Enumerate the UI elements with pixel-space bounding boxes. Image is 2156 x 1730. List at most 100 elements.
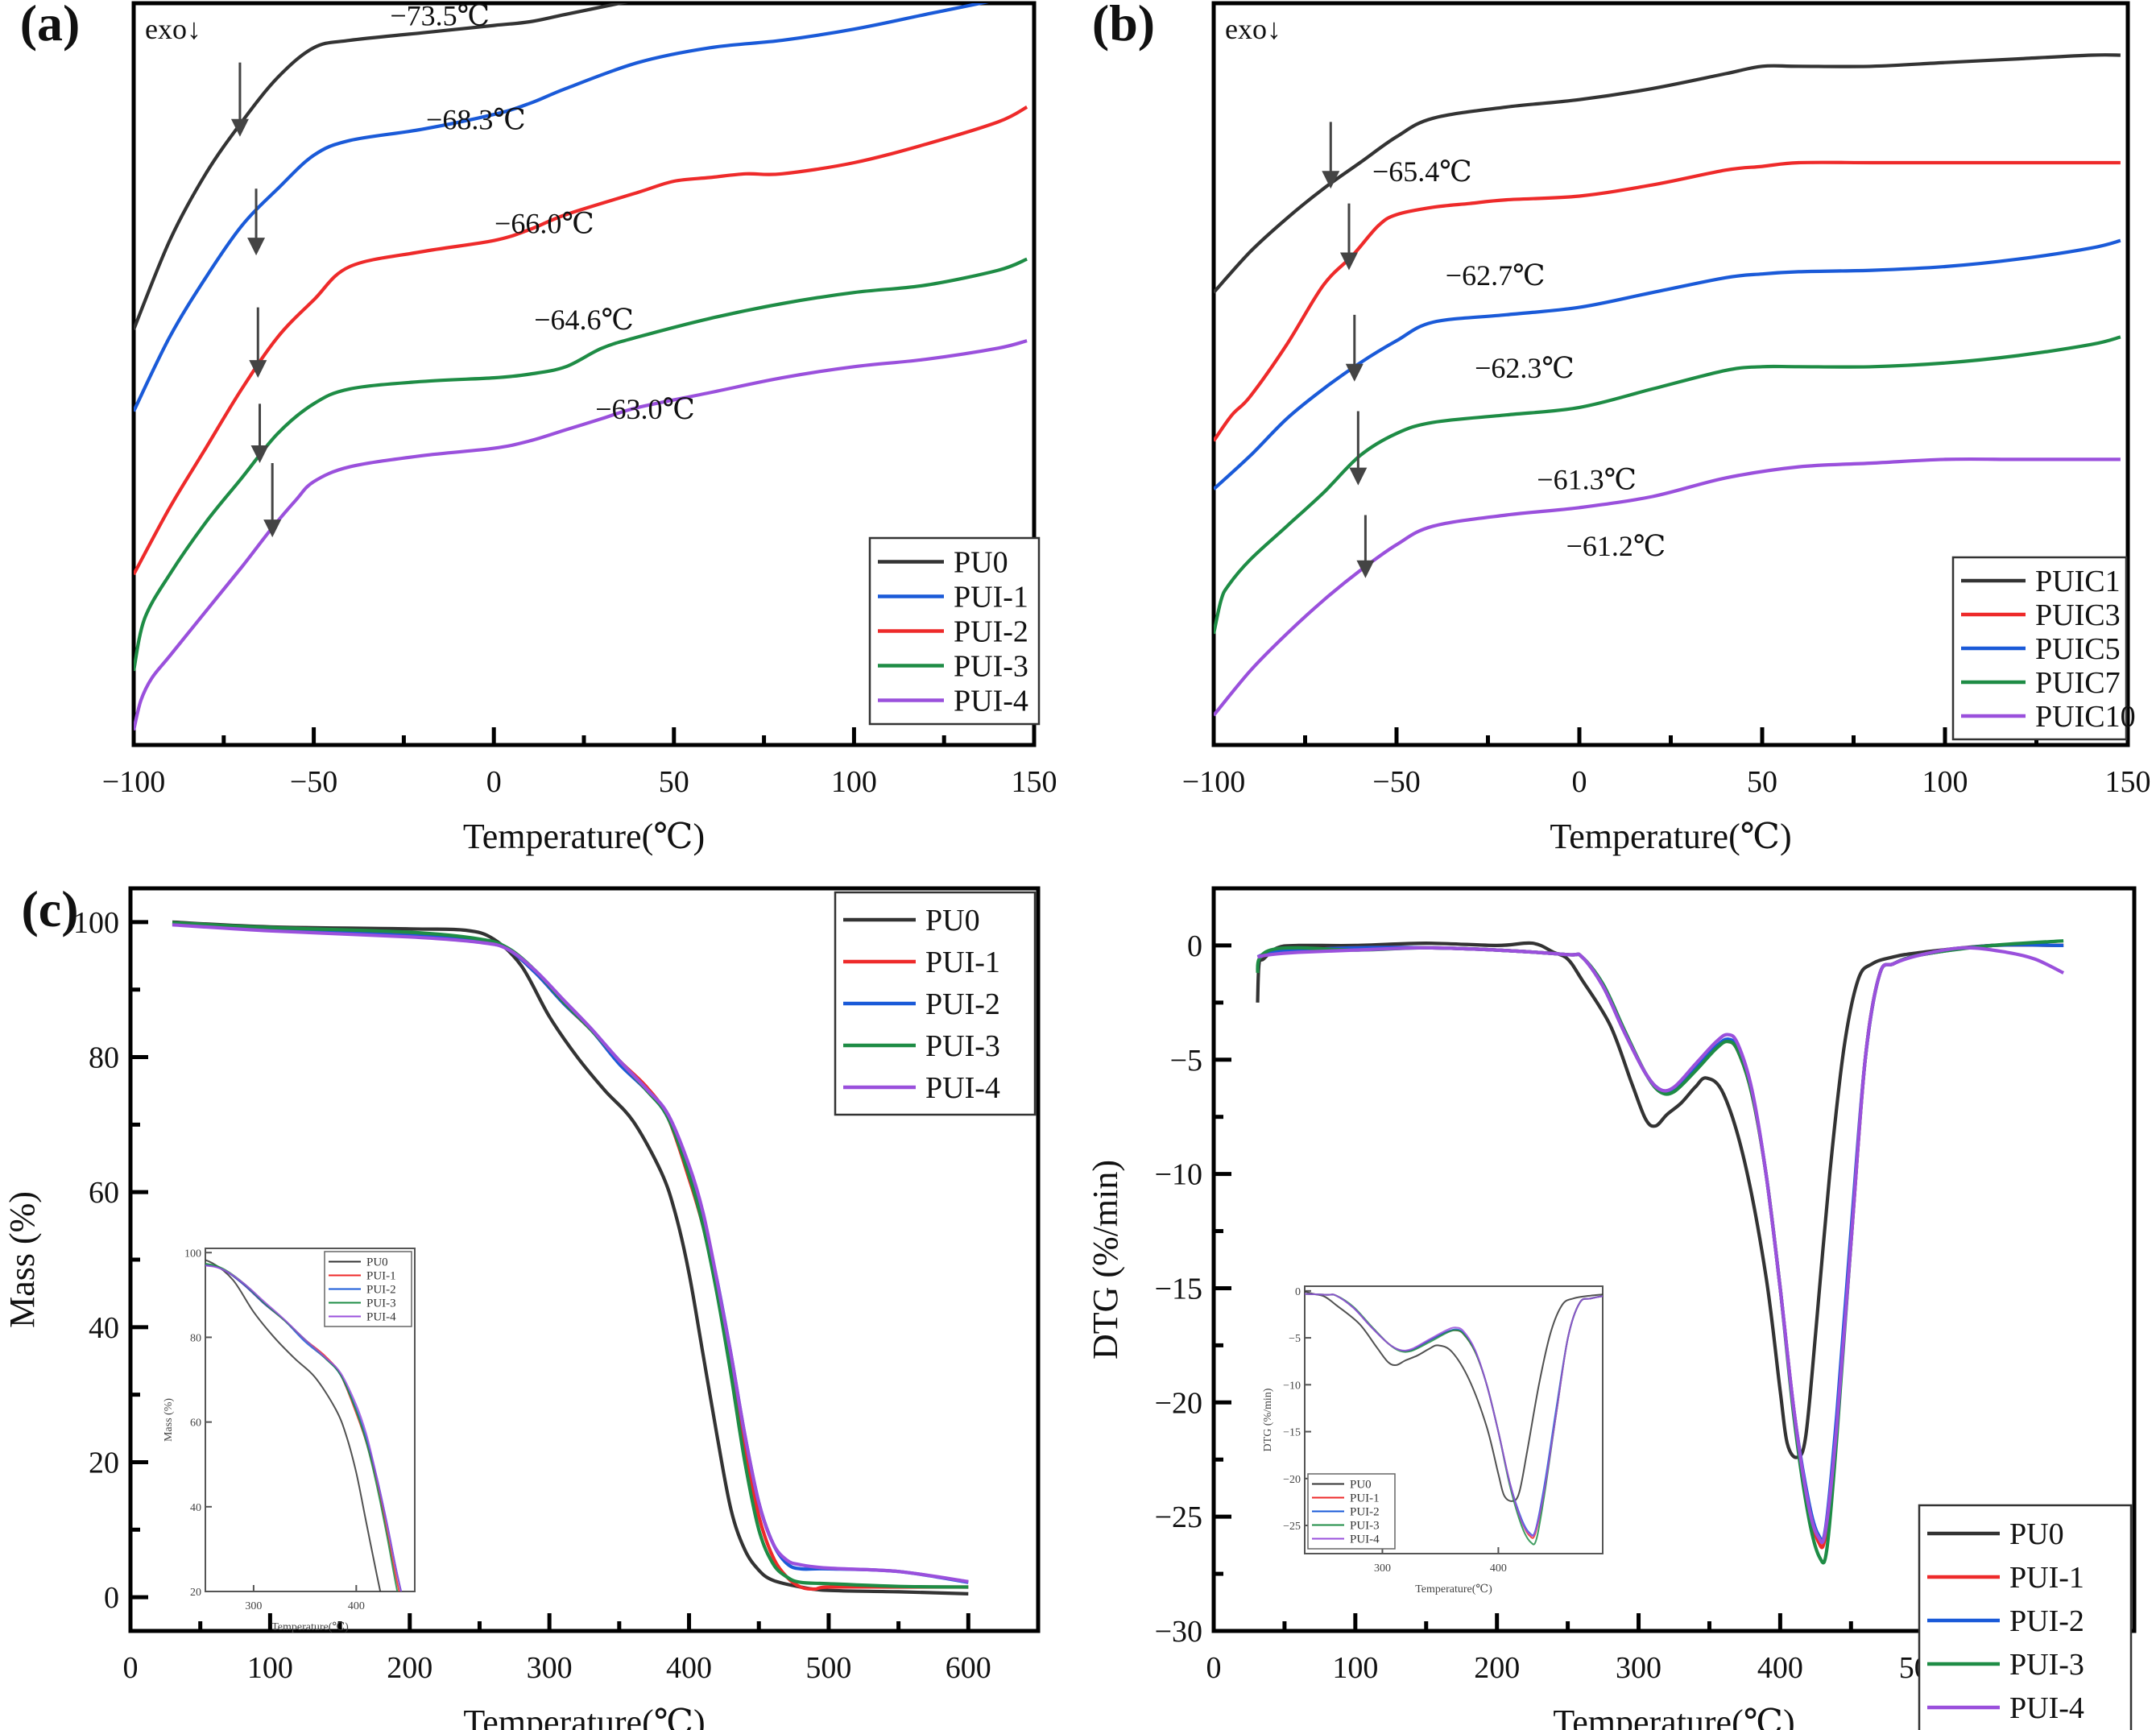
- series-line-pui-4: [1257, 946, 2065, 1545]
- series-line-puic5: [1214, 238, 2121, 490]
- y-tick-label: 20: [89, 1446, 119, 1480]
- inset-chart: 300 400 20 40 60 80 100 Temperature(℃) Mass (%) P…: [163, 1248, 416, 1633]
- legend-label: PUIC5: [2035, 632, 2121, 666]
- tg-arrow-head-icon: [1322, 171, 1340, 189]
- series-group: [1214, 53, 2121, 717]
- tg-arrow-head-icon: [1356, 560, 1375, 578]
- y-axis-title: DTG (%/min): [1086, 1160, 1125, 1360]
- y-tick-label: 60: [89, 1176, 119, 1210]
- panel-c-tga-mass: (c) 0 100 200 300 400 500 600 Temperature(℃) 0 20 4…: [2, 880, 1041, 1730]
- y-axis-title: Mass (%): [2, 1191, 42, 1328]
- y-tick-label: 40: [89, 1311, 119, 1345]
- tg-annotation: −65.4℃: [1372, 155, 1472, 188]
- tg-annotation: −61.2℃: [1566, 530, 1666, 562]
- x-tick-label: 400: [1757, 1651, 1803, 1685]
- tg-annotation: −66.0℃: [495, 208, 594, 240]
- panel-label: (b): [1092, 0, 1155, 52]
- tg-arrow-head-icon: [247, 238, 266, 256]
- x-tick-label: 300: [527, 1651, 573, 1685]
- x-tick-label: −100: [1182, 765, 1245, 799]
- tg-annotation: −64.6℃: [534, 304, 634, 336]
- tg-annotation: −73.5℃: [390, 0, 490, 32]
- y-tick-label: 80: [89, 1041, 119, 1075]
- inset-y-tick-label: −10: [1283, 1380, 1301, 1392]
- panel-a-dsc-pui: (a) exo↓ −100 −50 0 50 100 150 Temperature(℃) −73…: [20, 0, 1057, 856]
- inset-y-axis-title: DTG (%/min): [1262, 1388, 1274, 1451]
- legend-label: PUI-2: [954, 615, 1028, 649]
- x-axis-title: Temperature(℃): [463, 1703, 705, 1730]
- legend-label: PUI-2: [925, 987, 1000, 1021]
- x-tick-label: 50: [659, 765, 689, 799]
- inset-y-tick-label: −20: [1283, 1474, 1301, 1486]
- tg-arrow-head-icon: [263, 519, 282, 538]
- inset-series-line-pui-4: [1305, 1293, 1603, 1538]
- x-tick-label: 300: [1616, 1651, 1661, 1685]
- inset-series-group: [1305, 1290, 1603, 1546]
- inset-y-tick-label: 100: [184, 1248, 201, 1260]
- x-tick-label: 150: [2105, 765, 2151, 799]
- x-tick-label: 0: [1206, 1651, 1222, 1685]
- x-tick-label: 100: [1332, 1651, 1378, 1685]
- series-line-pu0: [172, 920, 969, 1595]
- inset-y-tick-label: 60: [190, 1418, 201, 1430]
- x-axis-title: Temperature(℃): [1553, 1703, 1794, 1730]
- inset-legend-label: PUI-4: [366, 1311, 396, 1324]
- x-tick-label: 400: [666, 1651, 712, 1685]
- inset-y-tick-label: 0: [1295, 1286, 1301, 1298]
- inset-x-axis-title: Temperature(℃): [271, 1621, 349, 1633]
- y-tick-label: −30: [1155, 1615, 1202, 1649]
- inset-legend-label: PUI-2: [1350, 1506, 1380, 1519]
- x-tick-label: 200: [387, 1651, 432, 1685]
- inset-y-tick-label: 40: [190, 1502, 201, 1514]
- legend-label: PU0: [925, 904, 980, 937]
- x-tick-label: −100: [102, 765, 165, 799]
- plot-frame: [1211, 886, 2137, 1633]
- x-tick-label: 0: [123, 1651, 139, 1685]
- legend-label: PUI-4: [925, 1071, 1000, 1105]
- series-group: [172, 920, 969, 1595]
- legend-label: PUI-3: [925, 1029, 1000, 1063]
- inset-series-line-pu0: [1305, 1290, 1603, 1502]
- tg-annotation: −63.0℃: [595, 393, 695, 425]
- inset-x-tick-label: 300: [245, 1600, 262, 1612]
- inset-chart: 300 400 −25 −20 −15 −10 −5 0 Temperature(℃) DTG (…: [1262, 1285, 1604, 1595]
- legend-label: PUIC7: [2035, 666, 2121, 700]
- inset-legend-label: PUI-1: [366, 1270, 396, 1283]
- x-tick-label: −50: [290, 765, 337, 799]
- series-line-puic1: [1214, 53, 2121, 294]
- x-axis-title: Temperature(℃): [463, 817, 705, 856]
- inset-legend-label: PUI-3: [1350, 1520, 1380, 1533]
- tg-arrow-head-icon: [1339, 252, 1358, 271]
- series-line-pui-4: [172, 923, 969, 1583]
- inset-x-tick-label: 400: [1490, 1562, 1507, 1575]
- series-line-puic7: [1214, 335, 2121, 635]
- series-group: [134, 3, 1028, 731]
- tg-arrow-head-icon: [1349, 467, 1368, 486]
- y-tick-label: 100: [73, 906, 119, 940]
- x-axis-title: Temperature(℃): [1550, 817, 1791, 856]
- inset-legend-label: PUI-4: [1350, 1533, 1380, 1546]
- inset-legend-label: PU0: [1350, 1479, 1372, 1492]
- panel-label: (c): [21, 880, 78, 937]
- series-line-pui-3: [172, 921, 969, 1589]
- legend-label: PUI-2: [2009, 1604, 2084, 1638]
- inset-y-tick-label: 80: [190, 1332, 201, 1344]
- legend-label: PUIC1: [2035, 565, 2121, 598]
- legend-label: PUI-1: [2009, 1561, 2084, 1595]
- tg-annotation: −62.3℃: [1475, 352, 1575, 384]
- x-tick-label: 200: [1474, 1651, 1520, 1685]
- legend-label: PUI-4: [954, 685, 1028, 718]
- exo-direction-note: exo↓: [145, 13, 201, 45]
- series-line-pui-3: [134, 257, 1028, 672]
- y-tick-label: 0: [104, 1581, 119, 1615]
- legend-label: PUIC10: [2035, 700, 2136, 734]
- inset-series-line-pui-3: [205, 1262, 399, 1591]
- inset-x-tick-label: 400: [348, 1600, 365, 1612]
- tg-arrow-head-icon: [1345, 363, 1364, 382]
- series-line-pu0: [134, 3, 629, 330]
- y-tick-label: 0: [1187, 929, 1202, 963]
- legend-label: PUI-4: [2009, 1691, 2084, 1725]
- inset-y-tick-label: 20: [190, 1587, 201, 1599]
- series-line-puic3: [1214, 160, 2121, 442]
- series-line-puic10: [1214, 457, 2121, 717]
